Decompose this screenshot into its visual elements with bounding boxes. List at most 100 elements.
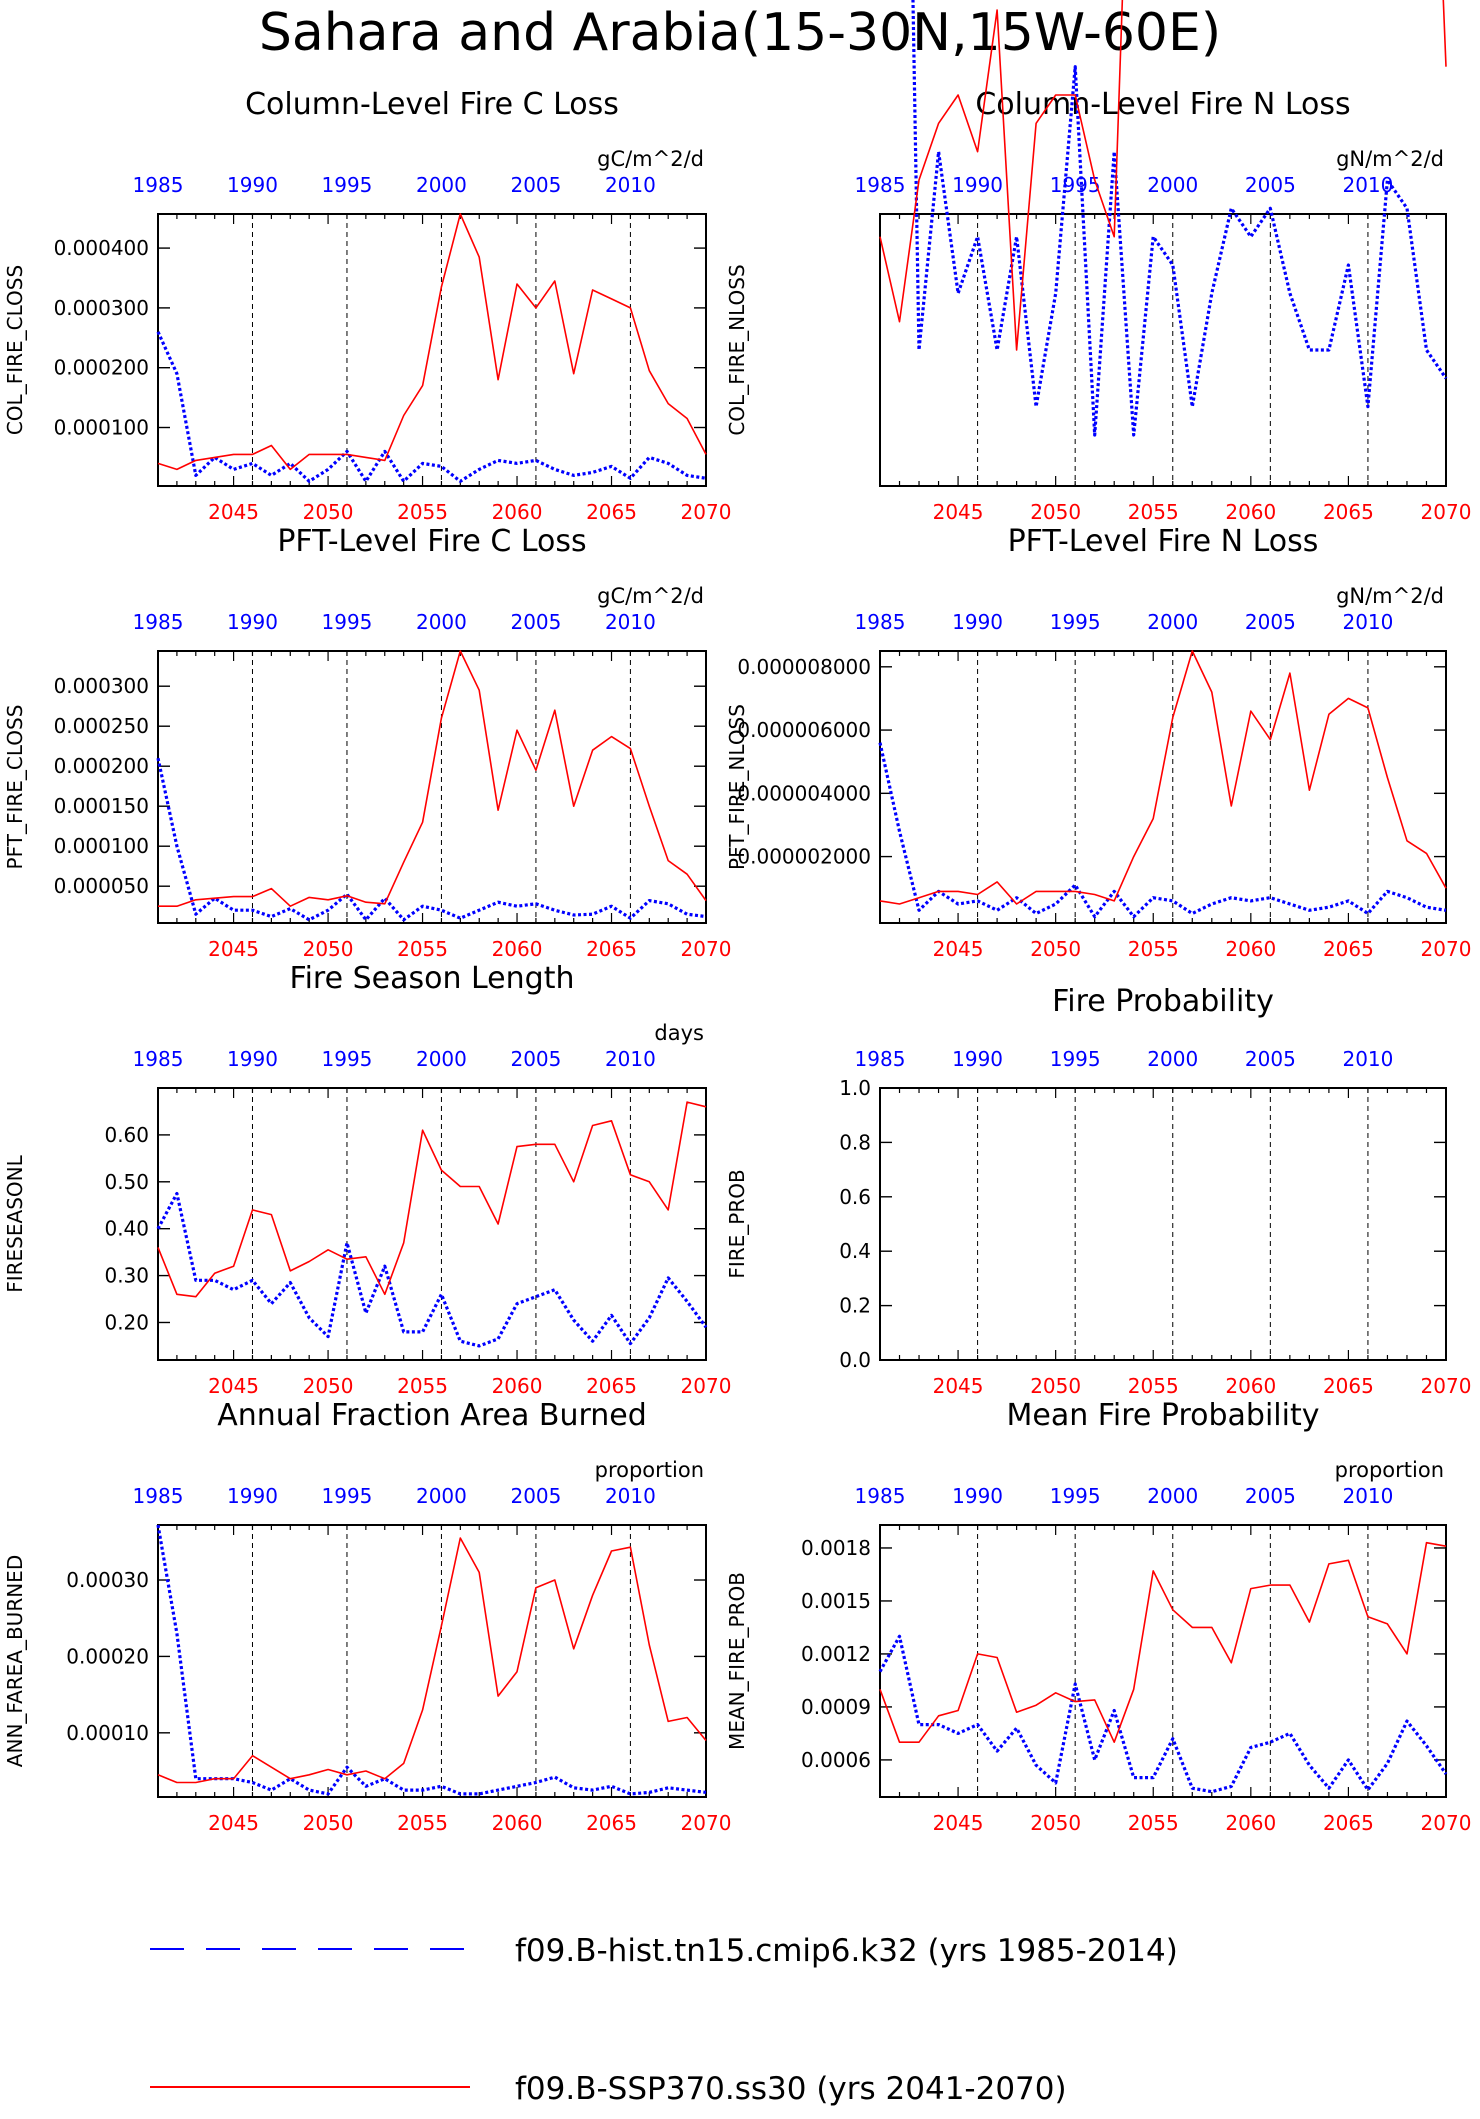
x-tick-label-bottom: 2065 (1323, 937, 1374, 961)
x-tick-label-bottom: 2055 (397, 1811, 448, 1835)
y-tick-label: 0.30 (104, 1264, 149, 1288)
units-label: gN/m^2/d (1336, 147, 1444, 171)
x-tick-label-bottom: 2065 (586, 500, 637, 524)
x-tick-label-top: 1990 (952, 1047, 1003, 1071)
y-axis-label: FIRESEASONL (3, 1154, 27, 1292)
series-line-hist (911, 0, 1448, 437)
y-tick-label: 0.00020 (66, 1644, 149, 1668)
x-tick-label-top: 1990 (952, 610, 1003, 634)
x-tick-label-top: 2005 (1245, 173, 1296, 197)
x-tick-label-top: 1985 (133, 173, 184, 197)
y-tick-label: 0.000006000 (737, 718, 871, 742)
series-line-hist (156, 331, 707, 483)
panel-5: Fire Season Length days FIRESEASONL 2045 205… (3, 961, 731, 1398)
y-tick-label: 0.2 (839, 1294, 871, 1318)
x-tick-label-bottom: 2050 (1030, 500, 1081, 524)
y-tick-label: 0.40 (104, 1217, 149, 1241)
units-label: gN/m^2/d (1336, 584, 1444, 608)
plot-frame (157, 650, 707, 924)
x-tick-label-top: 1995 (322, 173, 373, 197)
y-tick-label: 0.000400 (54, 236, 149, 260)
x-tick-label-bottom: 2045 (208, 1374, 259, 1398)
x-tick-label-top: 2010 (605, 610, 656, 634)
y-tick-label: 0.000100 (54, 416, 149, 440)
y-tick-label: 0.000300 (54, 296, 149, 320)
x-tick-label-top: 2000 (416, 173, 467, 197)
series-line-future (157, 1101, 707, 1298)
panel-title: Fire Probability (1052, 984, 1274, 1019)
y-axis-label: COL_FIRE_CLOSS (3, 265, 27, 435)
y-axis-label: ANN_FAREA_BURNED (3, 1555, 27, 1767)
x-tick-label-bottom: 2050 (303, 500, 354, 524)
y-tick-label: 0.000002000 (737, 845, 871, 869)
x-tick-label-top: 1990 (227, 173, 278, 197)
x-tick-label-top: 1995 (322, 1484, 373, 1508)
x-tick-label-top: 1995 (1050, 610, 1101, 634)
x-tick-label-bottom: 2065 (1323, 500, 1374, 524)
x-tick-label-top: 1995 (322, 1047, 373, 1071)
y-axis-label: PFT_FIRE_NLOSS (725, 704, 749, 870)
series-line-hist (156, 1191, 708, 1348)
series-line-hist (878, 742, 1447, 919)
plot-frame (157, 1524, 707, 1798)
x-tick-label-top: 2005 (510, 610, 561, 634)
x-tick-label-top: 2005 (510, 1047, 561, 1071)
x-tick-label-bottom: 2060 (492, 1811, 543, 1835)
x-tick-label-top: 1985 (855, 1047, 906, 1071)
x-tick-label-bottom: 2060 (1225, 1811, 1276, 1835)
x-tick-label-top: 2010 (1342, 1484, 1393, 1508)
y-axis-label: COL_FIRE_NLOSS (725, 264, 749, 435)
x-tick-label-top: 2010 (605, 1484, 656, 1508)
x-tick-label-bottom: 2055 (397, 1374, 448, 1398)
x-tick-label-bottom: 2070 (681, 1374, 732, 1398)
x-tick-label-top: 1990 (227, 1484, 278, 1508)
x-tick-label-top: 2010 (605, 173, 656, 197)
y-tick-label: 0.4 (839, 1239, 871, 1263)
x-tick-label-top: 2005 (1245, 1484, 1296, 1508)
panel-title: Fire Season Length (290, 961, 575, 996)
x-tick-label-top: 2005 (510, 1484, 561, 1508)
x-tick-label-bottom: 2045 (933, 1811, 984, 1835)
x-tick-label-top: 1985 (133, 610, 184, 634)
series-line-hist (156, 1524, 707, 1796)
plot-frame (879, 1087, 1447, 1361)
panel-title: Column-Level Fire N Loss (975, 87, 1350, 122)
x-tick-label-top: 1995 (322, 610, 373, 634)
x-tick-label-bottom: 2055 (1128, 937, 1179, 961)
y-tick-label: 0.000050 (54, 874, 149, 898)
y-tick-label: 0.000150 (54, 794, 149, 818)
x-tick-label-bottom: 2055 (397, 937, 448, 961)
units-label: days (654, 1021, 704, 1045)
y-tick-label: 1.0 (839, 1076, 871, 1100)
y-axis-label: MEAN_FIRE_PROB (725, 1572, 749, 1750)
x-tick-label-top: 1985 (855, 173, 906, 197)
panel-title: Annual Fraction Area Burned (217, 1398, 647, 1433)
series-line-future (157, 1537, 707, 1784)
x-tick-label-bottom: 2045 (208, 937, 259, 961)
x-tick-label-bottom: 2060 (1225, 500, 1276, 524)
x-tick-label-bottom: 2070 (1421, 500, 1472, 524)
x-tick-label-top: 2010 (605, 1047, 656, 1071)
x-tick-label-top: 1985 (133, 1047, 184, 1071)
x-tick-label-top: 2010 (1342, 1047, 1393, 1071)
x-tick-label-bottom: 2045 (933, 500, 984, 524)
figure-title: Sahara and Arabia(15-30N,15W-60E) (259, 3, 1221, 63)
x-tick-label-bottom: 2070 (681, 937, 732, 961)
y-tick-label: 0.0015 (801, 1589, 871, 1613)
series-line-future (879, 650, 1447, 905)
y-axis-label: PFT_FIRE_CLOSS (3, 705, 27, 870)
x-tick-label-top: 2005 (1245, 1047, 1296, 1071)
legend-label-future: f09.B-SSP370.ss30 (yrs 2041-2070) (515, 2071, 1067, 2107)
y-tick-label: 0.0 (839, 1348, 871, 1372)
x-tick-label-top: 1985 (855, 610, 906, 634)
x-tick-label-bottom: 2065 (586, 1374, 637, 1398)
series-line-future (879, 0, 1447, 351)
x-tick-label-top: 2000 (416, 610, 467, 634)
x-tick-label-top: 2000 (1147, 1047, 1198, 1071)
x-tick-label-top: 1985 (133, 1484, 184, 1508)
x-tick-label-top: 1990 (227, 610, 278, 634)
y-tick-label: 0.0012 (801, 1642, 871, 1666)
units-label: proportion (1335, 1458, 1444, 1482)
x-tick-label-top: 1995 (1050, 1484, 1101, 1508)
